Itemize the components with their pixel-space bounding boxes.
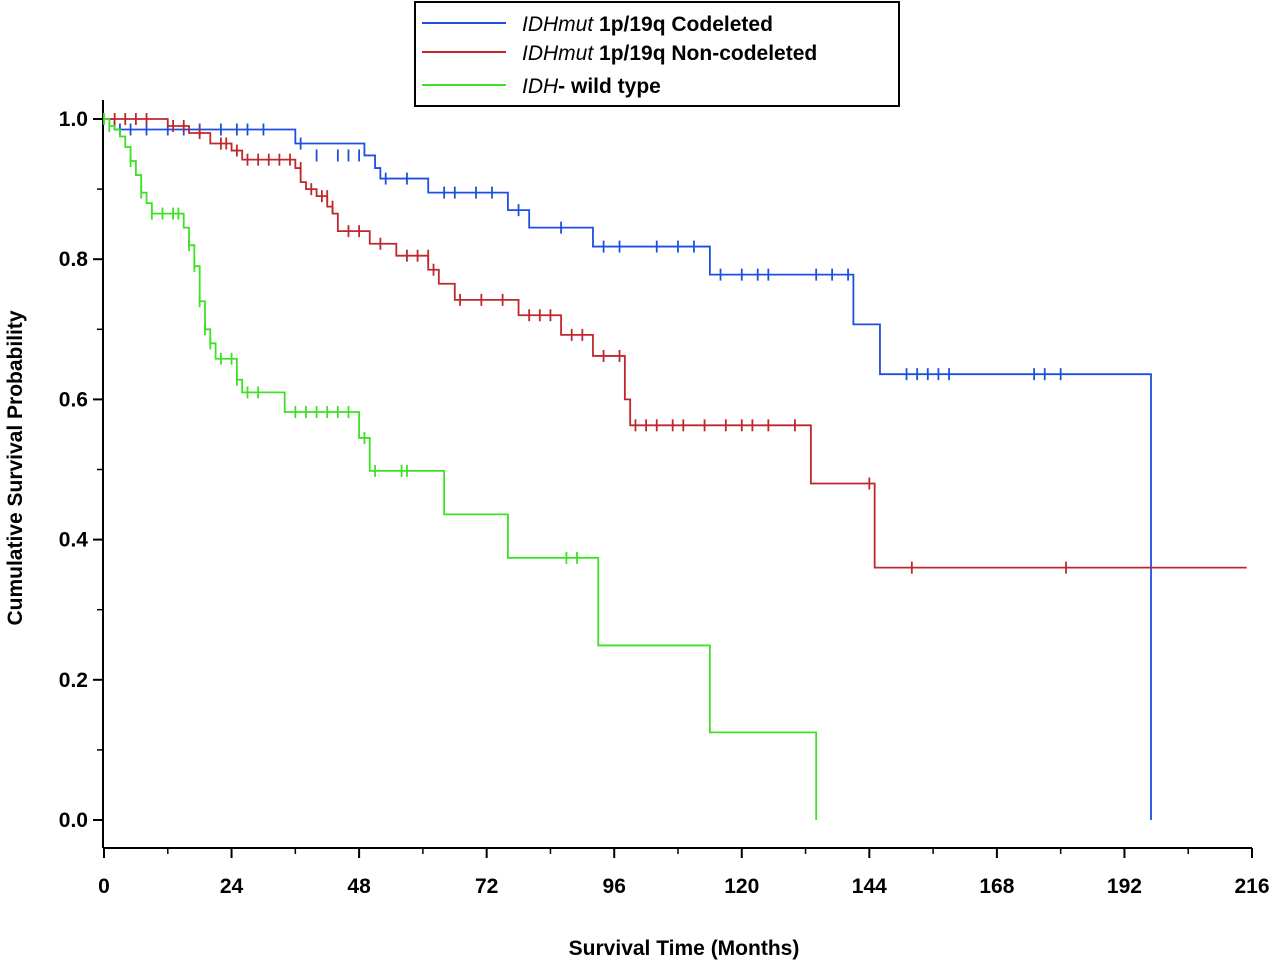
legend-label-italic: IDH (522, 75, 559, 98)
x-tick-label: 120 (724, 875, 759, 898)
y-ticks: 0.0 0.2 0.4 0.6 0.8 1.0 (59, 108, 103, 832)
x-tick-label: 48 (347, 875, 371, 898)
y-tick-label: 0.2 (59, 669, 88, 692)
legend-label-rest: 1p/19q Non-codeleted (593, 42, 817, 65)
series-layer (103, 113, 1247, 820)
survival-curve (104, 118, 1247, 569)
series-2 (103, 113, 818, 820)
x-tick-label: 144 (852, 875, 887, 898)
y-tick-label: 0.8 (59, 248, 89, 271)
x-tick-label: 168 (979, 875, 1014, 898)
y-tick-label: 0.4 (59, 529, 89, 552)
series-0 (104, 118, 1152, 820)
legend-label: IDHmut 1p/19q Non-codeleted (522, 42, 817, 65)
x-axis-title: Survival Time (Months) (569, 937, 800, 960)
y-tick-label: 1.0 (59, 108, 88, 131)
legend-label-rest: - wild type (558, 75, 661, 98)
y-tick-label: 0.6 (59, 388, 88, 411)
series-1 (104, 113, 1247, 574)
legend-label: IDH- wild type (522, 75, 661, 98)
y-axis-title: Cumulative Survival Probability (4, 310, 27, 625)
x-ticks: 0 24 48 72 96 120 144 168 192 216 (98, 848, 1270, 898)
x-tick-label: 72 (475, 875, 498, 898)
legend-box (414, 1, 900, 107)
legend-label-italic: IDHmut (522, 42, 594, 65)
x-tick-label: 216 (1234, 875, 1269, 898)
y-tick-label: 0.0 (59, 809, 88, 832)
legend-label: IDHmut 1p/19q Codeleted (522, 13, 773, 36)
x-tick-label: 24 (220, 875, 244, 898)
x-tick-label: 96 (603, 875, 626, 898)
x-tick-label: 192 (1107, 875, 1142, 898)
legend-label-rest: 1p/19q Codeleted (593, 13, 773, 36)
survival-curve (104, 118, 818, 820)
axes (102, 100, 1252, 849)
survival-curve (104, 118, 1152, 820)
legend-label-italic: IDHmut (522, 13, 594, 36)
x-tick-label: 0 (98, 875, 110, 898)
